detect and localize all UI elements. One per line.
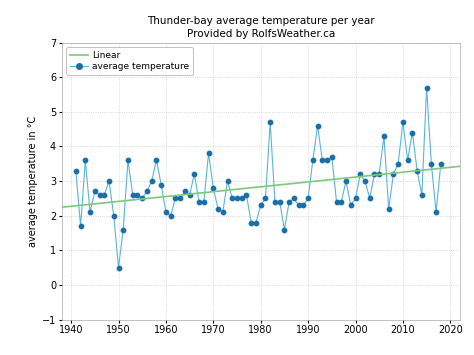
Point (314, 123, 321, 129)
Point (228, 196, 236, 201)
Point (271, 199, 279, 204)
Point (162, 209, 170, 215)
Point (219, 209, 227, 215)
Point (181, 189, 189, 194)
Point (91, 189, 99, 194)
Point (186, 192, 193, 198)
Point (319, 158, 326, 163)
Point (281, 227, 288, 233)
Point (167, 213, 174, 219)
Point (86, 209, 94, 215)
Point (337, 199, 345, 204)
Y-axis label: average temperature in °C: average temperature in °C (27, 115, 37, 247)
Point (143, 189, 151, 194)
Point (361, 178, 369, 184)
Point (148, 178, 155, 184)
Point (371, 171, 378, 177)
Point (404, 158, 411, 163)
Point (176, 196, 184, 201)
Legend: Linear, average temperature: Linear, average temperature (66, 47, 193, 75)
Point (96, 192, 103, 198)
Point (72, 168, 80, 174)
Point (77, 223, 84, 229)
Point (247, 220, 255, 225)
Point (375, 171, 383, 177)
Point (105, 178, 113, 184)
Point (138, 196, 146, 201)
Point (191, 171, 198, 177)
Point (380, 133, 388, 139)
Point (205, 151, 212, 156)
Point (390, 171, 397, 177)
Point (366, 196, 374, 201)
Point (195, 199, 203, 204)
Point (153, 158, 160, 163)
Point (385, 206, 392, 212)
Point (323, 158, 331, 163)
Point (428, 161, 435, 166)
Point (437, 161, 445, 166)
Point (423, 85, 430, 91)
Point (257, 202, 264, 208)
Point (309, 158, 317, 163)
Point (290, 196, 298, 201)
Point (418, 192, 426, 198)
Point (115, 265, 122, 271)
Point (413, 168, 421, 174)
Point (110, 213, 118, 219)
Point (82, 158, 89, 163)
Point (295, 202, 302, 208)
Point (252, 220, 260, 225)
Point (342, 178, 350, 184)
Point (333, 199, 340, 204)
Point (129, 192, 137, 198)
Point (409, 130, 416, 136)
Point (119, 227, 127, 233)
Point (328, 154, 336, 160)
Point (200, 199, 208, 204)
Title: Thunder-bay average temperature per year
Provided by RolfsWeather.ca: Thunder-bay average temperature per year… (147, 16, 374, 39)
Point (124, 158, 132, 163)
Point (266, 119, 274, 125)
Point (356, 171, 364, 177)
Point (134, 192, 141, 198)
Point (210, 185, 217, 191)
Point (214, 206, 222, 212)
Point (304, 196, 312, 201)
Point (224, 178, 231, 184)
Point (394, 161, 402, 166)
Point (399, 119, 407, 125)
Point (262, 196, 269, 201)
Point (157, 182, 165, 187)
Point (238, 196, 246, 201)
Point (243, 192, 250, 198)
Point (233, 196, 241, 201)
Point (352, 196, 359, 201)
Point (172, 196, 179, 201)
Point (300, 202, 307, 208)
Point (347, 202, 355, 208)
Point (432, 209, 440, 215)
Point (285, 199, 293, 204)
Point (276, 199, 283, 204)
Point (100, 192, 108, 198)
